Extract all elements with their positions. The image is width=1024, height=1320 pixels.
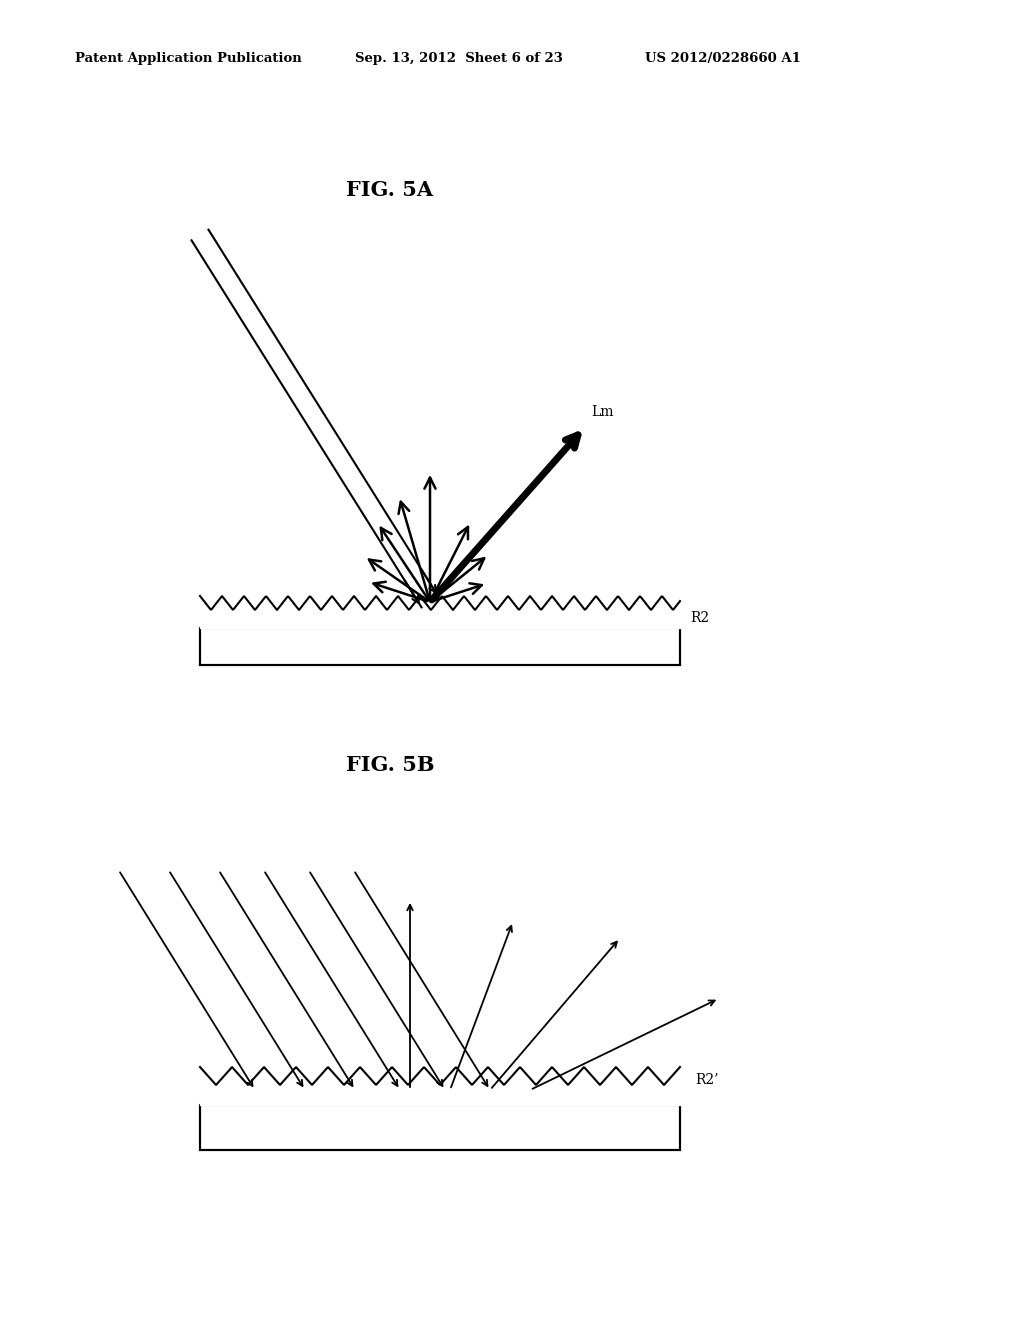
Text: FIG. 5B: FIG. 5B [346,755,434,775]
Text: FIG. 5A: FIG. 5A [346,180,433,201]
Text: R2’: R2’ [695,1073,719,1086]
Text: Patent Application Publication: Patent Application Publication [75,51,302,65]
Text: US 2012/0228660 A1: US 2012/0228660 A1 [645,51,801,65]
Text: R2: R2 [690,611,710,624]
Bar [200,628,680,665]
Text: Sep. 13, 2012  Sheet 6 of 23: Sep. 13, 2012 Sheet 6 of 23 [355,51,563,65]
Text: Lm: Lm [591,405,613,418]
Bar [200,1105,680,1150]
